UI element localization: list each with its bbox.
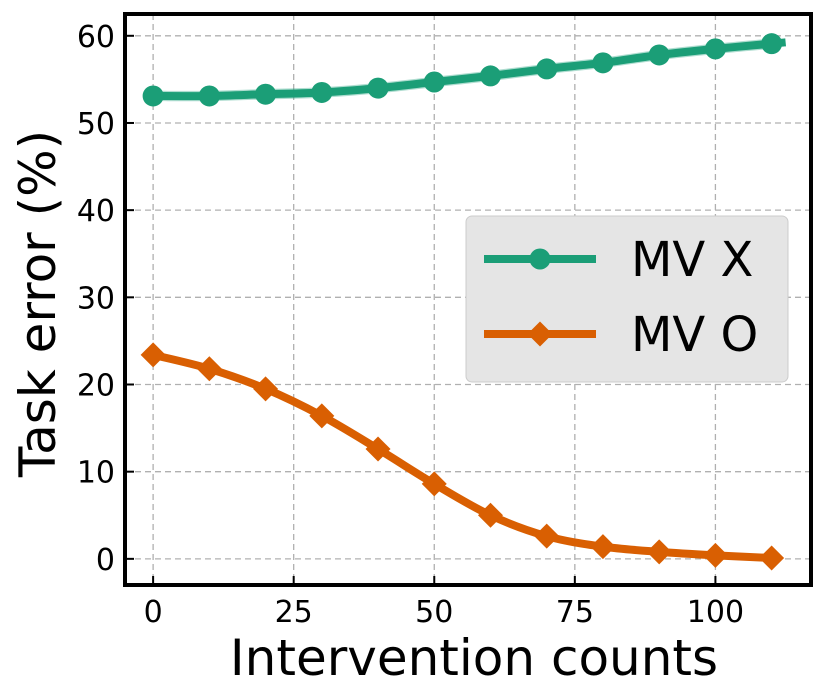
series-line [152, 350, 772, 562]
y-tick-label: 0 [96, 543, 115, 578]
y-tick-label: 40 [77, 194, 115, 229]
x-tick-label: 75 [556, 595, 594, 630]
series-mv-o [140, 342, 785, 571]
data-point [365, 436, 391, 462]
data-point [534, 523, 560, 549]
data-point [140, 342, 166, 368]
y-tick-label: 30 [77, 281, 115, 316]
plot-frame [123, 12, 813, 587]
axis-ticks: 0 25 50 75 100 0 10 20 30 40 50 60 [77, 20, 744, 630]
x-tick-label: 50 [415, 595, 453, 630]
data-point [477, 502, 503, 528]
y-tick-label: 10 [77, 456, 115, 491]
data-point [196, 356, 222, 382]
data-point [255, 83, 277, 105]
data-point [421, 471, 447, 497]
y-axis-label: Task error (%) [9, 130, 67, 478]
data-point [367, 77, 389, 99]
x-axis-label: Intervention counts [230, 629, 718, 687]
y-tick-label: 50 [77, 107, 115, 142]
data-point [646, 539, 672, 565]
legend-marker [529, 248, 551, 270]
data-point [423, 71, 445, 93]
data-point [592, 52, 614, 74]
legend-item: MV O [484, 307, 758, 363]
legend-marker [527, 321, 553, 347]
y-tick-label: 60 [77, 20, 115, 55]
data-point [198, 85, 220, 107]
data-point [702, 542, 728, 568]
data-point [648, 44, 670, 66]
data-series [140, 33, 787, 571]
legend-item: MV X [484, 232, 753, 288]
data-point [142, 85, 164, 107]
data-point [309, 403, 335, 429]
legend: MV X MV O [465, 215, 789, 383]
y-tick-label: 20 [77, 368, 115, 403]
x-tick-label: 100 [687, 595, 744, 630]
data-point [590, 534, 616, 560]
data-point [479, 65, 501, 87]
series-line [153, 38, 787, 101]
data-point [704, 38, 726, 60]
data-point [536, 58, 558, 80]
data-point [761, 33, 783, 55]
x-tick-label: 25 [275, 595, 313, 630]
legend-label: MV X [631, 232, 753, 288]
legend-label: MV O [631, 307, 758, 363]
x-tick-label: 0 [144, 595, 163, 630]
series-mv-x [142, 33, 787, 107]
data-point [311, 81, 333, 103]
data-point [759, 545, 785, 571]
data-point [253, 376, 279, 402]
